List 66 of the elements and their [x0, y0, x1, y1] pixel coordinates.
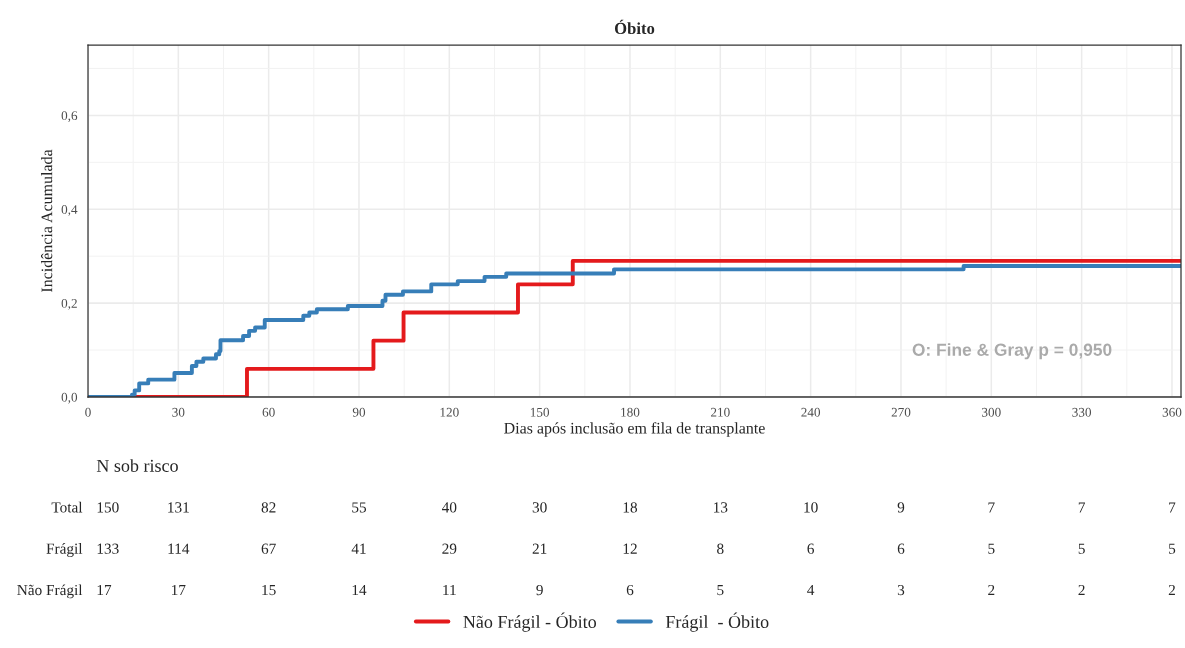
data-label: 9	[897, 502, 905, 513]
data-label: 7	[988, 502, 995, 513]
data-label: 2	[1078, 584, 1085, 596]
data-label: 150	[97, 502, 119, 513]
data-label: 4	[807, 584, 815, 596]
data-label: 2	[1168, 584, 1175, 596]
data-label: 10	[804, 502, 818, 513]
x-tick-label: 60	[262, 407, 275, 417]
data-label: 11	[443, 584, 456, 596]
data-label: 30	[532, 502, 547, 513]
legend-label: Frágil - Óbito	[665, 612, 769, 632]
data-label: 5	[717, 585, 724, 596]
x-tick-label: 150	[530, 407, 550, 417]
data-label: 29	[442, 543, 457, 554]
data-label: 14	[352, 584, 367, 596]
data-label: 41	[351, 543, 366, 554]
chart-title: N sob risco	[96, 459, 178, 472]
x-tick-label: 30	[172, 407, 185, 417]
data-label: 55	[352, 502, 367, 513]
x-tick-label: 120	[440, 407, 459, 417]
data-label: 7	[1078, 502, 1086, 513]
data-label: 7	[1169, 502, 1176, 513]
data-label: 6	[897, 543, 905, 554]
data-label: 18	[623, 502, 638, 513]
data-label: 67	[261, 543, 276, 554]
x-tick-label: 360	[1162, 407, 1182, 417]
y-tick-label: 0,2	[61, 298, 77, 310]
data-label: 5	[1169, 543, 1176, 554]
y-tick-label: 0,4	[61, 205, 78, 216]
annotation: O: Fine & Gray p = 0,950	[912, 343, 1112, 360]
chart-title: Óbito	[614, 19, 655, 35]
data-label: 5	[988, 543, 995, 554]
data-label: 114	[168, 543, 190, 554]
data-label: 133	[97, 543, 119, 554]
data-label: 17	[97, 584, 112, 596]
data-label: 15	[262, 584, 276, 596]
data-label: 3	[897, 584, 905, 596]
y-tick-label: 0,6	[61, 111, 78, 123]
data-label: 6	[626, 584, 634, 596]
data-label: 5	[1078, 543, 1085, 554]
data-label: 6	[807, 543, 815, 554]
data-label: 131	[168, 502, 189, 513]
x-tick-label: 240	[801, 407, 821, 417]
data-label: 8	[717, 543, 724, 554]
x-axis-title: Dias após inclusão em fila de transplante	[504, 422, 765, 437]
x-tick-label: 90	[352, 407, 366, 417]
x-tick-label: 180	[621, 407, 640, 417]
y-tick-label: 0,0	[61, 392, 78, 404]
data-label: 9	[536, 584, 543, 596]
data-label: 21	[532, 543, 547, 554]
x-tick-label: 210	[711, 407, 730, 417]
data-label: 2	[988, 584, 995, 596]
data-label: 12	[623, 543, 637, 554]
y-tick-label: Total	[51, 501, 83, 513]
y-tick-label: Não Frágil	[17, 584, 83, 599]
data-label: 82	[261, 502, 276, 513]
y-axis-title: Incidência Acumulada	[41, 149, 53, 293]
x-tick-label: 300	[982, 407, 1001, 417]
legend-label: Não Frágil - Óbito	[463, 612, 597, 632]
x-tick-label: 0	[85, 407, 91, 417]
y-tick-label: Frágil	[46, 543, 83, 557]
data-label: 40	[441, 502, 457, 513]
x-tick-label: 270	[891, 407, 911, 417]
data-label: 17	[172, 584, 186, 596]
data-label: 13	[714, 502, 728, 513]
x-tick-label: 330	[1072, 407, 1092, 417]
